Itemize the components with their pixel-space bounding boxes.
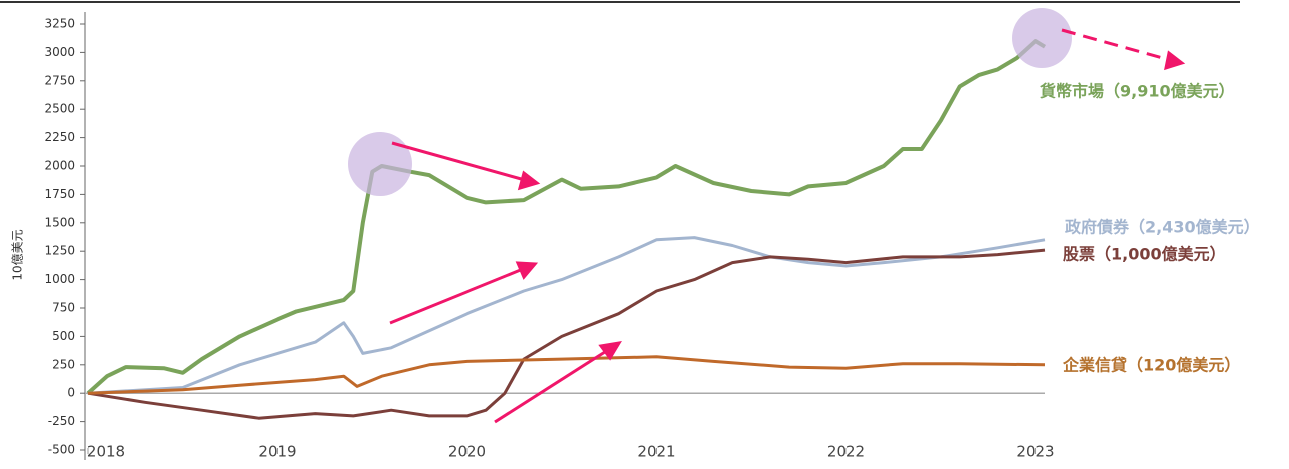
y-tick-label: 500 — [52, 329, 75, 343]
arrow — [1061, 28, 1171, 62]
series-label: 企業信貸（120億美元） — [1062, 356, 1240, 375]
highlight-circle — [1012, 8, 1072, 68]
y-axis-label: 10億美元 — [11, 229, 25, 280]
y-tick-label: 1250 — [44, 244, 75, 258]
x-tick-label: 2023 — [1016, 443, 1054, 461]
y-tick-label: 2250 — [44, 130, 75, 144]
arrow-head — [598, 340, 622, 361]
y-tick-label: 250 — [52, 357, 75, 371]
x-tick-label: 2020 — [448, 443, 486, 461]
annotations — [348, 8, 1186, 424]
series-line — [86, 39, 1047, 395]
y-tick-label: -250 — [48, 414, 75, 428]
y-tick-label: -500 — [48, 443, 75, 457]
arrow-head — [515, 261, 539, 280]
y-tick-label: 1000 — [44, 272, 75, 286]
arrow — [494, 348, 609, 424]
y-tick-label: 2500 — [44, 102, 75, 116]
x-tick-label: 2018 — [87, 443, 125, 461]
x-tick-label: 2021 — [637, 443, 675, 461]
highlight-circle — [348, 132, 412, 196]
series-label: 貨幣市場（9,910億美元） — [1040, 82, 1235, 101]
y-tick-label: 2750 — [44, 73, 75, 87]
y-tick-label: 1750 — [44, 187, 75, 201]
x-tick-label: 2022 — [827, 443, 865, 461]
arrow-head — [517, 170, 541, 191]
x-tick-label: 2019 — [258, 443, 296, 461]
arrow — [391, 141, 526, 182]
arrow-head — [1164, 50, 1186, 71]
y-tick-label: 0 — [67, 386, 75, 400]
y-tick-label: 3000 — [44, 45, 75, 59]
series-line — [87, 236, 1046, 395]
series-label: 股票（1,000億美元） — [1063, 245, 1226, 264]
y-tick-label: 3250 — [44, 17, 75, 31]
series-line — [87, 355, 1046, 395]
y-tick-label: 2000 — [44, 159, 75, 173]
y-tick-label: 1500 — [44, 215, 75, 229]
series-line — [87, 248, 1046, 420]
arrow — [389, 267, 524, 325]
y-tick-label: 750 — [52, 301, 75, 315]
series-label: 政府債券（2,430億美元） — [1065, 218, 1260, 237]
